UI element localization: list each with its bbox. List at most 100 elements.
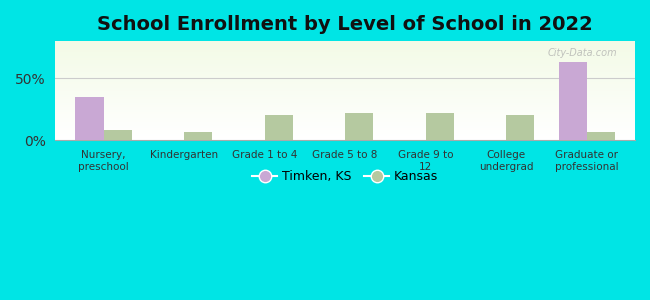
Bar — [55, 47, 635, 48]
Bar — [55, 74, 635, 75]
Bar — [55, 71, 635, 72]
Bar — [55, 49, 635, 50]
Bar — [55, 68, 635, 69]
Bar — [55, 139, 635, 140]
Bar — [55, 80, 635, 81]
Bar — [55, 90, 635, 91]
Bar — [55, 87, 635, 88]
Bar — [55, 135, 635, 136]
Bar — [55, 54, 635, 55]
Bar — [55, 48, 635, 49]
Bar — [55, 98, 635, 99]
Bar — [55, 127, 635, 128]
Legend: Timken, KS, Kansas: Timken, KS, Kansas — [247, 165, 443, 188]
Bar — [55, 82, 635, 83]
Bar — [55, 113, 635, 114]
Bar — [75, 97, 103, 140]
Bar — [55, 122, 635, 123]
Bar — [55, 79, 635, 80]
Bar — [558, 62, 587, 140]
Bar — [587, 131, 615, 140]
Bar — [55, 100, 635, 102]
Bar — [55, 69, 635, 70]
Bar — [55, 67, 635, 68]
Bar — [55, 73, 635, 74]
Bar — [184, 131, 213, 140]
Bar — [55, 72, 635, 73]
Bar — [55, 96, 635, 97]
Bar — [55, 129, 635, 130]
Title: School Enrollment by Level of School in 2022: School Enrollment by Level of School in … — [98, 15, 593, 34]
Bar — [55, 128, 635, 129]
Bar — [55, 85, 635, 86]
Bar — [55, 62, 635, 63]
Bar — [55, 130, 635, 131]
Bar — [55, 123, 635, 124]
Bar — [55, 86, 635, 87]
Bar — [55, 124, 635, 125]
Bar — [55, 112, 635, 113]
Bar — [55, 110, 635, 112]
Bar — [55, 132, 635, 133]
Bar — [55, 81, 635, 82]
Bar — [55, 41, 635, 42]
Bar — [55, 91, 635, 92]
Bar — [55, 57, 635, 58]
Bar — [55, 75, 635, 76]
Bar — [55, 44, 635, 45]
Bar — [55, 118, 635, 119]
Bar — [55, 43, 635, 44]
Bar — [426, 113, 454, 140]
Bar — [55, 99, 635, 100]
Bar — [55, 89, 635, 90]
Bar — [55, 61, 635, 62]
Bar — [55, 66, 635, 67]
Bar — [265, 116, 293, 140]
Bar — [103, 130, 132, 140]
Bar — [55, 119, 635, 120]
Bar — [55, 138, 635, 139]
Bar — [55, 106, 635, 107]
Bar — [55, 70, 635, 71]
Bar — [55, 107, 635, 109]
Bar — [55, 84, 635, 85]
Bar — [55, 76, 635, 77]
Bar — [55, 97, 635, 98]
Bar — [55, 126, 635, 127]
Bar — [55, 46, 635, 47]
Bar — [55, 136, 635, 137]
Text: City-Data.com: City-Data.com — [548, 48, 617, 58]
Bar — [55, 59, 635, 60]
Bar — [55, 64, 635, 65]
Bar — [55, 52, 635, 53]
Bar — [55, 45, 635, 46]
Bar — [55, 120, 635, 122]
Bar — [55, 78, 635, 79]
Bar — [55, 55, 635, 56]
Bar — [55, 125, 635, 126]
Bar — [55, 63, 635, 64]
Bar — [55, 88, 635, 89]
Bar — [55, 114, 635, 116]
Bar — [55, 65, 635, 66]
Bar — [55, 42, 635, 43]
Bar — [55, 103, 635, 104]
Bar — [345, 113, 373, 140]
Bar — [55, 56, 635, 57]
Bar — [55, 83, 635, 84]
Bar — [55, 50, 635, 51]
Bar — [55, 109, 635, 110]
Bar — [55, 133, 635, 134]
Bar — [55, 131, 635, 132]
Bar — [55, 60, 635, 61]
Bar — [55, 117, 635, 119]
Bar — [55, 92, 635, 93]
Bar — [55, 53, 635, 54]
Bar — [55, 77, 635, 78]
Bar — [55, 51, 635, 52]
Bar — [55, 94, 635, 96]
Bar — [55, 100, 635, 101]
Bar — [55, 137, 635, 138]
Bar — [55, 102, 635, 103]
Bar — [55, 134, 635, 135]
